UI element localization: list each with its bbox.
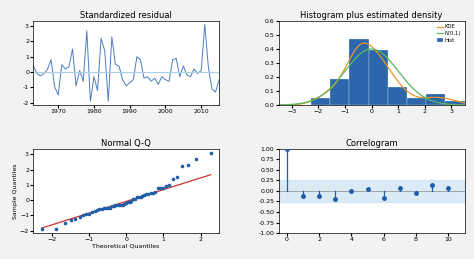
Bar bbox=[388, 87, 407, 105]
Point bbox=[119, 203, 127, 207]
Point bbox=[162, 184, 170, 189]
Point bbox=[93, 207, 101, 212]
Point bbox=[192, 157, 200, 161]
N(0,1) bbox=[442, 102, 448, 105]
N(0,1) bbox=[393, 67, 399, 70]
Bar bbox=[349, 39, 369, 105]
Point bbox=[110, 204, 118, 208]
Bar bbox=[426, 94, 446, 105]
Point bbox=[98, 207, 105, 211]
Point bbox=[173, 175, 181, 179]
Legend: KDE, N(0,1), Hist: KDE, N(0,1), Hist bbox=[437, 23, 462, 44]
Bar bbox=[446, 101, 465, 105]
Title: Correlogram: Correlogram bbox=[345, 139, 398, 148]
Point bbox=[141, 193, 148, 197]
Point bbox=[115, 203, 123, 207]
Point bbox=[117, 203, 125, 207]
Point bbox=[135, 195, 143, 199]
Point bbox=[124, 200, 132, 204]
Point bbox=[151, 190, 159, 195]
Point bbox=[154, 186, 161, 190]
KDE bbox=[456, 100, 462, 103]
Point bbox=[82, 212, 90, 216]
Title: Normal Q-Q: Normal Q-Q bbox=[101, 139, 151, 148]
Point bbox=[207, 150, 214, 155]
KDE bbox=[390, 72, 395, 75]
Point bbox=[159, 186, 167, 190]
Point bbox=[67, 218, 74, 222]
N(0,1) bbox=[368, 47, 374, 51]
Point bbox=[178, 164, 185, 169]
Point bbox=[156, 186, 164, 190]
Point bbox=[147, 191, 155, 196]
Line: KDE: KDE bbox=[265, 43, 474, 105]
Point bbox=[139, 193, 146, 198]
N(0,1) bbox=[263, 103, 269, 106]
Point bbox=[96, 207, 103, 211]
Title: Histogram plus estimated density: Histogram plus estimated density bbox=[301, 11, 443, 20]
Point bbox=[53, 227, 60, 231]
KDE bbox=[263, 103, 269, 106]
KDE bbox=[442, 97, 448, 100]
KDE bbox=[389, 71, 395, 74]
N(0,1) bbox=[456, 103, 462, 106]
N(0,1) bbox=[263, 103, 268, 106]
Point bbox=[38, 227, 46, 231]
Point bbox=[88, 210, 96, 214]
Point bbox=[100, 206, 108, 210]
Point bbox=[169, 177, 176, 181]
Point bbox=[104, 206, 112, 210]
Point bbox=[128, 199, 135, 204]
Point bbox=[122, 201, 130, 205]
Point bbox=[106, 206, 114, 210]
Point bbox=[85, 212, 93, 216]
Point bbox=[129, 197, 137, 201]
Line: N(0,1): N(0,1) bbox=[265, 49, 474, 105]
N(0,1) bbox=[390, 62, 395, 66]
X-axis label: Theoretical Quantiles: Theoretical Quantiles bbox=[92, 244, 160, 249]
Point bbox=[137, 195, 144, 199]
Point bbox=[72, 217, 79, 221]
KDE bbox=[393, 77, 399, 81]
Title: Standardized residual: Standardized residual bbox=[80, 11, 172, 20]
Point bbox=[165, 183, 173, 187]
Point bbox=[184, 163, 191, 167]
Point bbox=[149, 191, 156, 195]
Point bbox=[108, 204, 116, 208]
KDE bbox=[263, 103, 268, 106]
Point bbox=[76, 215, 83, 219]
Point bbox=[61, 221, 68, 225]
Point bbox=[91, 209, 99, 213]
Point bbox=[102, 206, 109, 210]
Point bbox=[113, 203, 121, 207]
Bar bbox=[407, 98, 426, 105]
Bar bbox=[369, 50, 388, 105]
Point bbox=[143, 192, 150, 196]
Point bbox=[131, 197, 139, 201]
KDE bbox=[361, 41, 367, 45]
Point bbox=[126, 200, 134, 204]
Bar bbox=[330, 79, 349, 105]
Point bbox=[112, 203, 119, 207]
N(0,1) bbox=[389, 62, 395, 65]
Point bbox=[79, 213, 87, 217]
Y-axis label: Sample Quantiles: Sample Quantiles bbox=[13, 163, 18, 219]
Bar bbox=[311, 98, 330, 105]
Point bbox=[145, 192, 152, 196]
Point bbox=[120, 202, 128, 206]
Point bbox=[133, 195, 141, 199]
